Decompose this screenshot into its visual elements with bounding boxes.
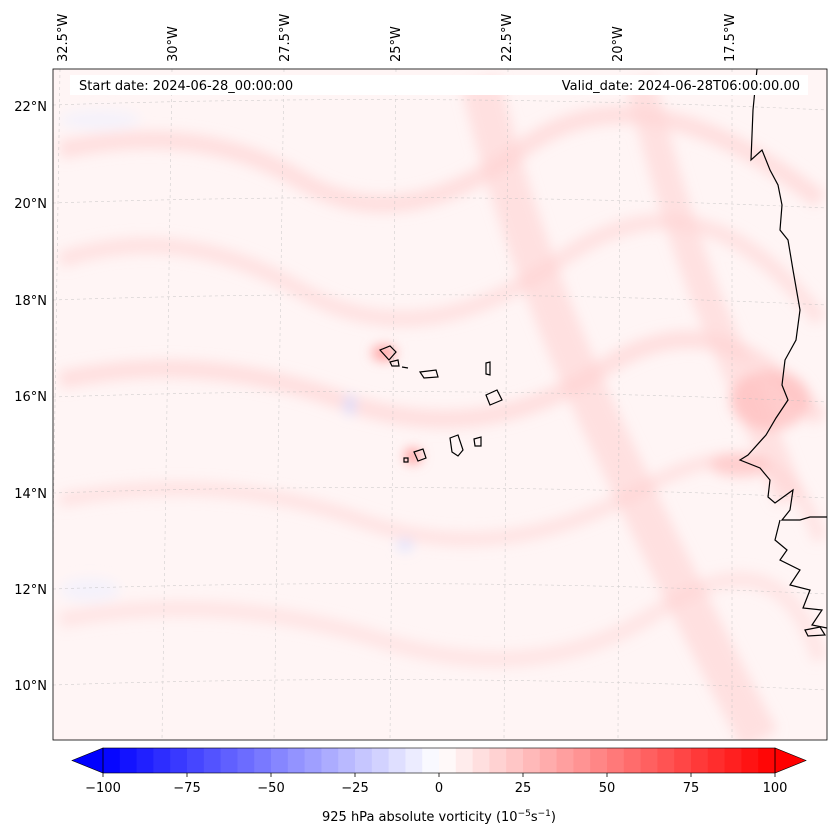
colorbar-tick-label: −100 [85, 781, 121, 796]
colorbar-max-extend [774, 747, 807, 774]
colorbar-segment [640, 748, 658, 773]
colorbar-segment [439, 748, 457, 773]
colorbar-segment [304, 748, 322, 773]
lon-label: 25°W [389, 26, 404, 62]
colorbar: −100 −75 −50 −25 0 25 50 75 100 925 hPa absolute… [71, 747, 807, 825]
colorbar-tick-label: 0 [435, 781, 443, 796]
lon-label: 30°W [166, 26, 181, 62]
colorbar-tick-label: 50 [599, 781, 616, 796]
colorbar-tick-label: 75 [683, 781, 700, 796]
colorbar-segment [237, 748, 255, 773]
colorbar-segments [103, 748, 776, 773]
colorbar-segment [371, 748, 390, 773]
colorbar-segment [657, 748, 675, 773]
colorbar-segment [103, 748, 121, 773]
vorticity-field-texture [57, 75, 827, 740]
colorbar-tick-label: −75 [173, 781, 200, 796]
lat-label: 10°N [14, 679, 47, 694]
map-plot-area: Start date: 2024-06-28_00:00:00 Valid_da… [53, 69, 827, 740]
colorbar-segment [489, 748, 507, 773]
colorbar-segment [422, 748, 440, 773]
colorbar-segment [724, 748, 742, 773]
colorbar-segment [590, 748, 608, 773]
african-coastline [738, 69, 827, 521]
colorbar-segment [287, 748, 306, 773]
colorbar-tick-label: 25 [515, 781, 532, 796]
date-banner [70, 75, 808, 95]
colorbar-segment [321, 748, 339, 773]
graticule [53, 69, 827, 740]
longitude-labels: 32.5°W 30°W 27.5°W 25°W 22.5°W 20°W 17.5… [56, 14, 738, 62]
colorbar-segment [455, 748, 474, 773]
colorbar-segment [674, 748, 692, 773]
lon-label: 32.5°W [56, 14, 71, 62]
colorbar-segment [153, 748, 171, 773]
colorbar-segment [119, 748, 138, 773]
colorbar-tick-label: −50 [257, 781, 284, 796]
colorbar-segment [136, 748, 154, 773]
colorbar-tick-label: 100 [763, 781, 788, 796]
cape-verde-islands [378, 345, 397, 361]
colorbar-segment [220, 748, 238, 773]
colorbar-segment [623, 748, 642, 773]
colorbar-segment [472, 748, 490, 773]
colorbar-segment [187, 748, 205, 773]
lat-label: 16°N [14, 390, 47, 405]
colorbar-segment [506, 748, 524, 773]
colorbar-segment [758, 748, 776, 773]
colorbar-segment [573, 748, 591, 773]
colorbar-segment [707, 748, 726, 773]
colorbar-label: 925 hPa absolute vorticity (10−5s−1) [322, 809, 556, 825]
plot-frame [52, 68, 828, 741]
lat-label: 14°N [14, 487, 47, 502]
lat-label: 22°N [14, 100, 47, 115]
colorbar-segment [203, 748, 222, 773]
lon-label: 20°W [611, 26, 626, 62]
latitude-labels: 22°N 20°N 18°N 16°N 14°N 12°N 10°N [14, 100, 47, 694]
colorbar-segment [691, 748, 709, 773]
lon-label: 22.5°W [500, 14, 515, 62]
start-date-label: Start date: 2024-06-28_00:00:00 [79, 79, 293, 94]
lat-label: 20°N [14, 197, 47, 212]
coastlines [378, 69, 827, 637]
colorbar-segment [556, 748, 574, 773]
lat-label: 18°N [14, 294, 47, 309]
colorbar-segment [523, 748, 541, 773]
lat-label: 12°N [14, 583, 47, 598]
valid-date-label: Valid_date: 2024-06-28T06:00:00.00 [562, 79, 800, 94]
colorbar-segment [741, 748, 759, 773]
lon-label: 27.5°W [278, 14, 293, 62]
colorbar-segment [271, 748, 289, 773]
colorbar-ticks: −100 −75 −50 −25 0 25 50 75 100 [85, 773, 787, 796]
lon-label: 17.5°W [723, 14, 738, 62]
colorbar-segment [170, 748, 188, 773]
colorbar-segment [355, 748, 373, 773]
colorbar-segment [338, 748, 356, 773]
colorbar-segment [388, 748, 406, 773]
colorbar-tick-label: −25 [341, 781, 368, 796]
colorbar-segment [405, 748, 423, 773]
colorbar-segment [539, 748, 558, 773]
colorbar-min-extend [71, 747, 104, 774]
colorbar-segment [254, 748, 272, 773]
colorbar-segment [607, 748, 625, 773]
